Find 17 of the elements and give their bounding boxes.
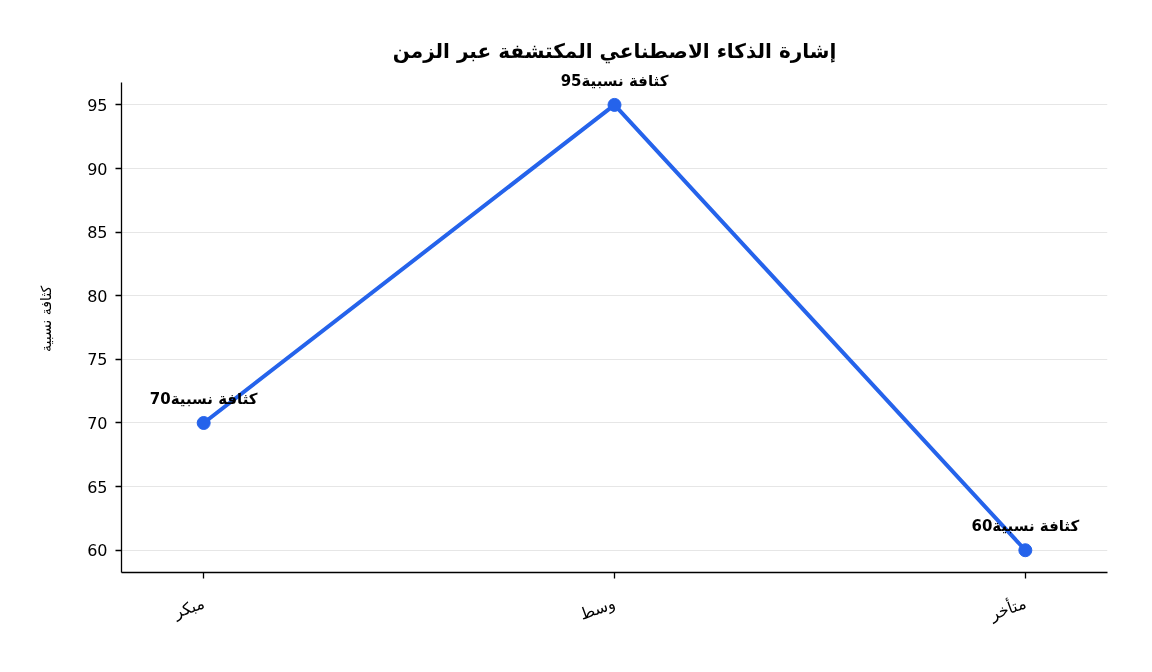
- y-tick-label: 75: [87, 350, 108, 370]
- y-tick-label: 95: [87, 95, 108, 115]
- y-tick-label: 90: [87, 159, 108, 179]
- point: [607, 97, 622, 112]
- chart-title: إشارة الذكاء الاصطناعي المكتشفة عبر الزمن: [392, 38, 837, 64]
- y-tick-label: 80: [87, 286, 108, 306]
- x-tick-label: مبكر: [170, 593, 208, 624]
- point: [196, 416, 211, 430]
- x-tick-label: متأخر: [985, 591, 1029, 626]
- point: [1018, 543, 1033, 558]
- y-axis-title: كثافة نسبية: [38, 285, 55, 353]
- y-tick-label: 70: [87, 414, 108, 433]
- y-tick-label: 65: [87, 477, 108, 497]
- y-tick-label: 60: [87, 541, 108, 561]
- x-tick-label: وسط: [577, 593, 619, 625]
- y-tick-label: 85: [87, 223, 108, 243]
- data-label: كثافة نسبية95: [560, 71, 669, 90]
